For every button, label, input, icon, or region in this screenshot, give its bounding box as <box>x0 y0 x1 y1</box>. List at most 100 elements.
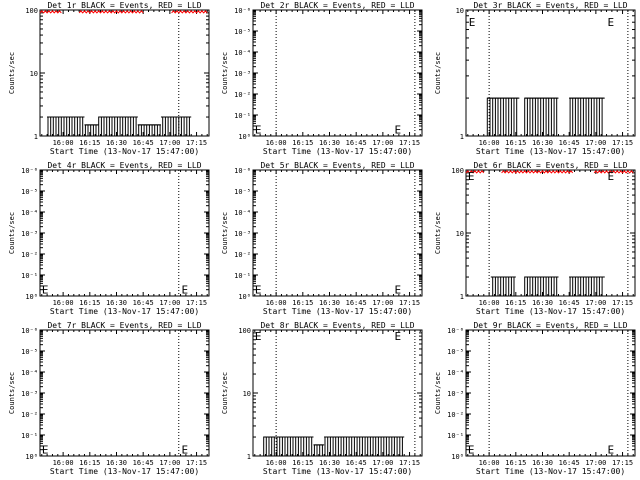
y-tick-label: 10⁻² <box>21 411 38 419</box>
x-tick-label: 16:30 <box>319 459 340 467</box>
x-tick-label: 16:00 <box>266 459 287 467</box>
e-marker: E <box>255 284 262 297</box>
e-marker: E <box>255 124 262 137</box>
x-tick-label: 16:30 <box>319 299 340 307</box>
x-tick-label: 16:30 <box>106 299 127 307</box>
y-tick-label: 1 <box>247 453 251 461</box>
x-axis-label: Start Time (13-Nov-17 15:47:00) <box>476 147 625 156</box>
y-tick-label: 10⁻⁵ <box>21 188 38 196</box>
y-axis-label: Counts/sec <box>8 52 16 94</box>
y-tick-label: 10⁻⁶ <box>21 327 38 335</box>
events-trace <box>524 97 558 136</box>
x-tick-label: 16:45 <box>346 459 367 467</box>
x-tick-label: 16:15 <box>292 459 313 467</box>
x-tick-label: 16:45 <box>346 299 367 307</box>
chart-title: Det 5r BLACK = Events, RED = LLD <box>260 161 414 170</box>
x-tick-label: 16:00 <box>266 139 287 147</box>
x-tick-label: 17:00 <box>159 139 180 147</box>
chart-panel-9: Det 9r BLACK = Events, RED = LLD Counts/s… <box>434 321 636 476</box>
x-tick-label: 16:15 <box>292 299 313 307</box>
y-axis-label: Counts/sec <box>221 212 229 254</box>
y-tick-label: 1 <box>460 293 464 301</box>
chart-title: Det 4r BLACK = Events, RED = LLD <box>47 161 201 170</box>
x-tick-label: 16:45 <box>559 459 580 467</box>
y-tick-label: 10⁻⁴ <box>21 369 38 377</box>
x-tick-label: 17:00 <box>585 139 606 147</box>
x-tick-label: 16:30 <box>532 139 553 147</box>
chart-panel-3: Det 3r BLACK = Events, RED = LLD Counts/s… <box>434 1 636 156</box>
x-axis-label: Start Time (13-Nov-17 15:47:00) <box>50 147 199 156</box>
chart-panel-4: Det 4r BLACK = Events, RED = LLD Counts/s… <box>8 161 210 316</box>
y-tick-label: 10⁻⁶ <box>234 167 251 175</box>
events-trace <box>84 124 98 136</box>
plot-frame <box>252 9 423 137</box>
events-trace <box>524 276 558 296</box>
y-axis-label: Counts/sec <box>8 212 16 254</box>
x-tick-label: 16:00 <box>53 459 74 467</box>
y-tick-label: 10⁻⁶ <box>234 7 251 15</box>
e-marker: E <box>395 284 402 297</box>
y-tick-label: 10 <box>30 70 38 78</box>
plot-frame <box>465 9 636 137</box>
y-tick-label: 10⁻¹ <box>234 112 251 120</box>
e-marker: E <box>182 444 189 457</box>
y-axis-label: Counts/sec <box>434 212 442 254</box>
e-marker: E <box>255 330 262 343</box>
events-trace <box>98 116 137 136</box>
y-tick-label: 10⁻⁴ <box>21 209 38 217</box>
x-axis-label: Start Time (13-Nov-17 15:47:00) <box>263 147 412 156</box>
events-trace <box>47 116 50 136</box>
x-tick-label: 17:00 <box>372 299 393 307</box>
y-tick-label: 10⁰ <box>451 453 464 461</box>
y-tick-label: 100 <box>238 327 251 335</box>
x-tick-label: 16:45 <box>133 139 154 147</box>
events-trace <box>263 436 274 456</box>
e-marker: E <box>395 124 402 137</box>
x-tick-label: 16:00 <box>479 139 500 147</box>
e-marker: E <box>608 444 615 457</box>
y-tick-label: 10⁻⁵ <box>21 348 38 356</box>
y-axis-label: Counts/sec <box>434 52 442 94</box>
chart-title: Det 8r BLACK = Events, RED = LLD <box>260 321 414 330</box>
events-trace <box>50 116 84 136</box>
chart-panel-2: Det 2r BLACK = Events, RED = LLD Counts/s… <box>221 1 423 156</box>
x-tick-label: 17:00 <box>585 459 606 467</box>
x-tick-label: 17:15 <box>399 299 420 307</box>
e-marker: E <box>42 444 49 457</box>
x-axis-label: Start Time (13-Nov-17 15:47:00) <box>50 467 199 476</box>
x-tick-label: 16:30 <box>106 139 127 147</box>
x-tick-label: 16:30 <box>319 139 340 147</box>
x-tick-label: 16:15 <box>292 139 313 147</box>
y-tick-label: 10⁻⁵ <box>234 188 251 196</box>
y-tick-label: 10⁻¹ <box>234 272 251 280</box>
x-tick-label: 16:00 <box>53 139 74 147</box>
y-axis-label: Counts/sec <box>434 372 442 414</box>
x-tick-label: 16:30 <box>106 459 127 467</box>
x-tick-label: 16:00 <box>479 299 500 307</box>
x-tick-label: 17:15 <box>186 299 207 307</box>
x-tick-label: 16:45 <box>559 299 580 307</box>
x-tick-label: 17:00 <box>372 459 393 467</box>
x-tick-label: 16:15 <box>79 299 100 307</box>
y-tick-label: 10⁻⁵ <box>234 28 251 36</box>
x-tick-label: 16:15 <box>505 299 526 307</box>
y-tick-label: 10⁰ <box>238 133 251 141</box>
chart-title: Det 6r BLACK = Events, RED = LLD <box>473 161 627 170</box>
chart-title: Det 2r BLACK = Events, RED = LLD <box>260 1 414 10</box>
x-tick-label: 16:30 <box>532 459 553 467</box>
y-tick-label: 10⁻² <box>21 251 38 259</box>
plot-frame <box>39 169 210 297</box>
events-trace <box>161 116 191 136</box>
e-marker: E <box>468 170 475 183</box>
x-tick-label: 17:15 <box>612 139 633 147</box>
e-marker: E <box>395 330 402 343</box>
e-marker: E <box>608 16 615 29</box>
events-trace <box>137 124 161 136</box>
x-tick-label: 16:00 <box>479 459 500 467</box>
events-trace <box>569 276 604 296</box>
x-tick-label: 17:00 <box>585 299 606 307</box>
x-tick-label: 16:45 <box>133 299 154 307</box>
x-tick-label: 17:15 <box>399 459 420 467</box>
x-tick-label: 16:00 <box>266 299 287 307</box>
x-tick-label: 17:00 <box>372 139 393 147</box>
